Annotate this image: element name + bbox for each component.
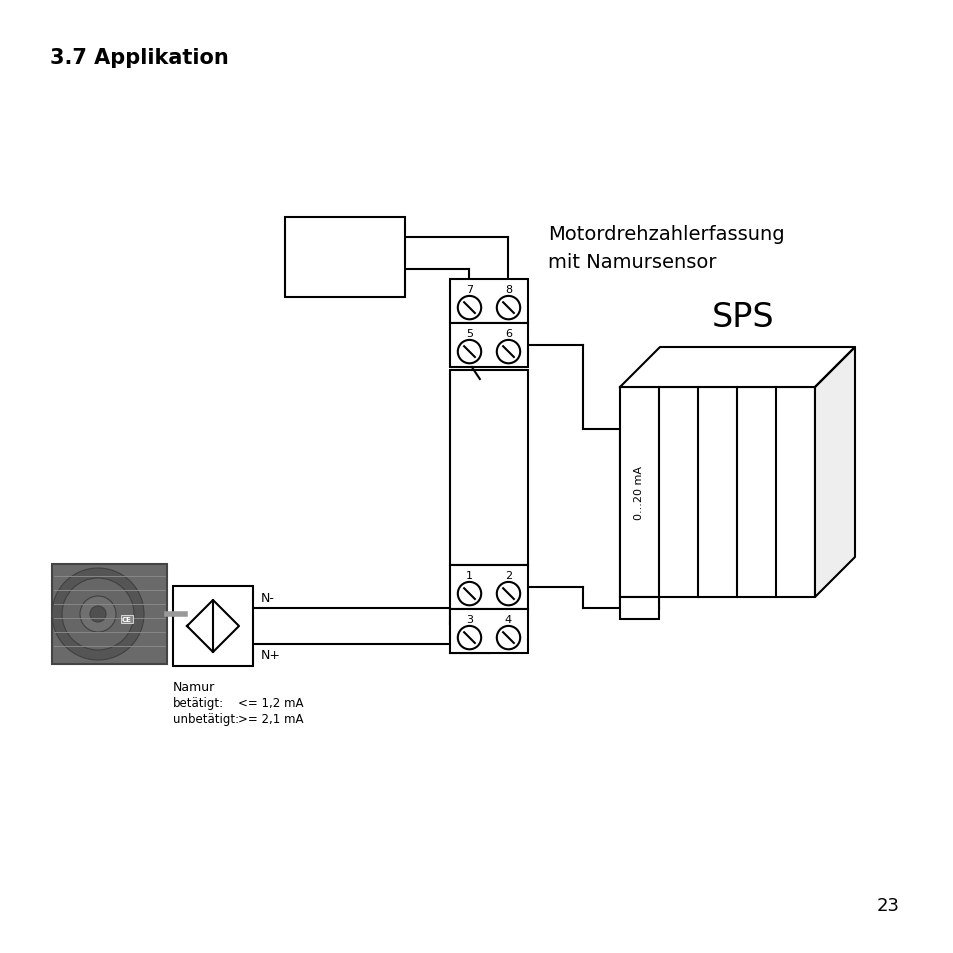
Bar	[450, 371, 527, 565]
Text: >= 2,1 mA: >= 2,1 mA	[237, 712, 303, 725]
Text: N+: N+	[261, 648, 281, 661]
Bar	[450, 609, 527, 654]
Circle shape	[457, 582, 480, 606]
Circle shape	[497, 582, 519, 606]
Bar	[450, 565, 527, 609]
Circle shape	[90, 606, 106, 622]
Circle shape	[457, 340, 480, 364]
Text: 8: 8	[504, 284, 512, 294]
Text: 1: 1	[465, 570, 473, 580]
Text: 5: 5	[465, 329, 473, 338]
Text: 4: 4	[504, 614, 512, 624]
Text: Namur: Namur	[172, 680, 215, 693]
Circle shape	[80, 597, 116, 633]
Text: CE: CE	[122, 617, 132, 622]
Circle shape	[52, 568, 144, 660]
Bar	[52, 564, 167, 664]
Text: 7: 7	[465, 284, 473, 294]
Bar	[619, 388, 814, 598]
Bar	[450, 324, 527, 368]
Text: unbetätigt:: unbetätigt:	[172, 712, 239, 725]
Text: betätigt:: betätigt:	[172, 697, 224, 709]
Polygon shape	[814, 348, 854, 598]
Text: 3.7 Applikation: 3.7 Applikation	[50, 48, 229, 68]
Bar	[285, 218, 405, 297]
Bar	[450, 280, 527, 324]
Circle shape	[62, 578, 133, 650]
Text: <= 1,2 mA: <= 1,2 mA	[237, 697, 303, 709]
Text: 2: 2	[504, 570, 512, 580]
Circle shape	[457, 296, 480, 320]
Bar	[619, 598, 659, 619]
Text: 0...20 mA: 0...20 mA	[634, 465, 644, 519]
Text: mit Namursensor: mit Namursensor	[547, 253, 716, 272]
Text: 6: 6	[504, 329, 512, 338]
Circle shape	[497, 296, 519, 320]
Text: Motordrehzahlerfassung: Motordrehzahlerfassung	[547, 225, 783, 244]
Text: SPS: SPS	[711, 301, 774, 334]
Text: Power: Power	[324, 251, 366, 265]
Circle shape	[497, 626, 519, 650]
Text: 23: 23	[876, 896, 899, 914]
Text: 3: 3	[465, 614, 473, 624]
Circle shape	[497, 340, 519, 364]
Bar	[172, 586, 253, 666]
Text: N-: N-	[261, 592, 274, 605]
Circle shape	[457, 626, 480, 650]
Polygon shape	[619, 348, 854, 388]
